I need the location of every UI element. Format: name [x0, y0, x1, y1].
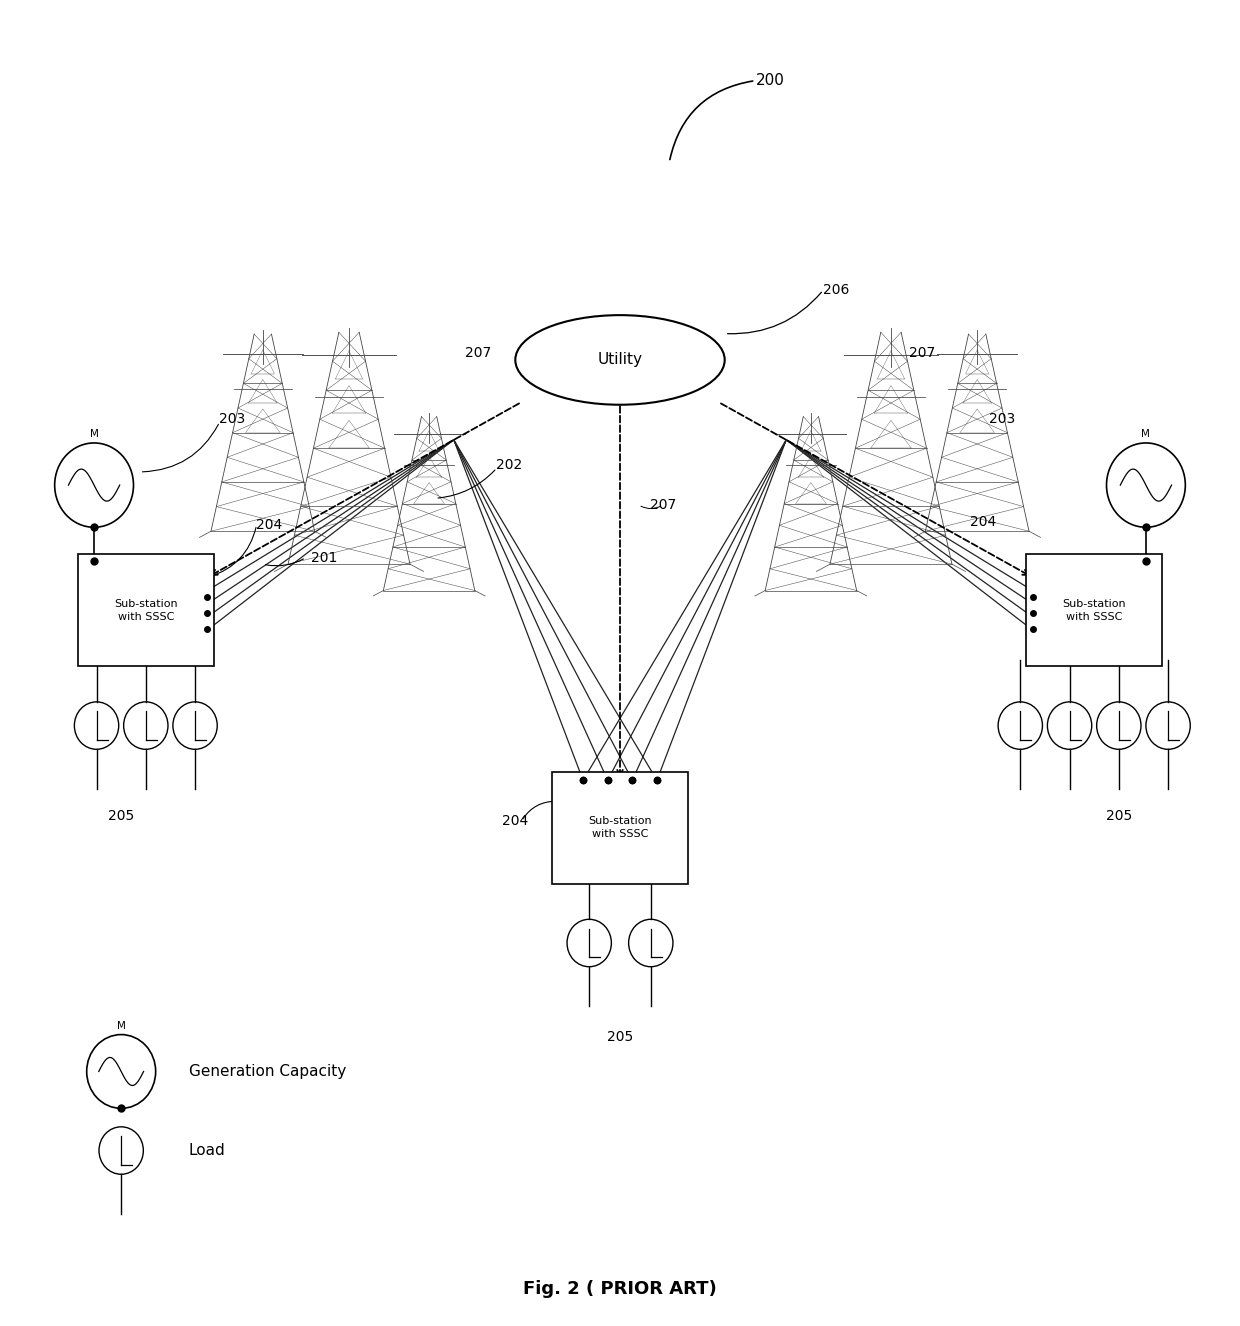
- Text: Sub-station
with SSSC: Sub-station with SSSC: [588, 815, 652, 839]
- Text: 204: 204: [970, 514, 997, 529]
- Text: M: M: [117, 1021, 125, 1030]
- Text: Load: Load: [188, 1143, 226, 1158]
- Text: M: M: [1142, 430, 1151, 439]
- Text: 204: 204: [502, 814, 528, 829]
- Text: 203: 203: [219, 412, 246, 426]
- Text: 203: 203: [988, 412, 1016, 426]
- Text: 207: 207: [650, 497, 676, 512]
- Text: 205: 205: [606, 1030, 634, 1044]
- Text: Utility: Utility: [598, 353, 642, 367]
- Ellipse shape: [516, 316, 724, 404]
- Text: 200: 200: [755, 73, 785, 88]
- Text: 207: 207: [909, 346, 935, 361]
- Text: 206: 206: [823, 282, 849, 297]
- Text: 205: 205: [108, 809, 134, 822]
- FancyBboxPatch shape: [1027, 554, 1162, 666]
- Text: M: M: [89, 430, 98, 439]
- FancyBboxPatch shape: [78, 554, 213, 666]
- Text: Sub-station
with SSSC: Sub-station with SSSC: [114, 599, 177, 622]
- Text: 205: 205: [1106, 809, 1132, 822]
- Text: 207: 207: [465, 346, 491, 361]
- Text: 202: 202: [496, 459, 522, 472]
- Text: Generation Capacity: Generation Capacity: [188, 1063, 346, 1079]
- Text: 204: 204: [255, 517, 281, 532]
- Text: 201: 201: [311, 550, 337, 565]
- Text: Fig. 2 ( PRIOR ART): Fig. 2 ( PRIOR ART): [523, 1280, 717, 1298]
- Text: Sub-station
with SSSC: Sub-station with SSSC: [1063, 599, 1126, 622]
- FancyBboxPatch shape: [552, 772, 688, 883]
